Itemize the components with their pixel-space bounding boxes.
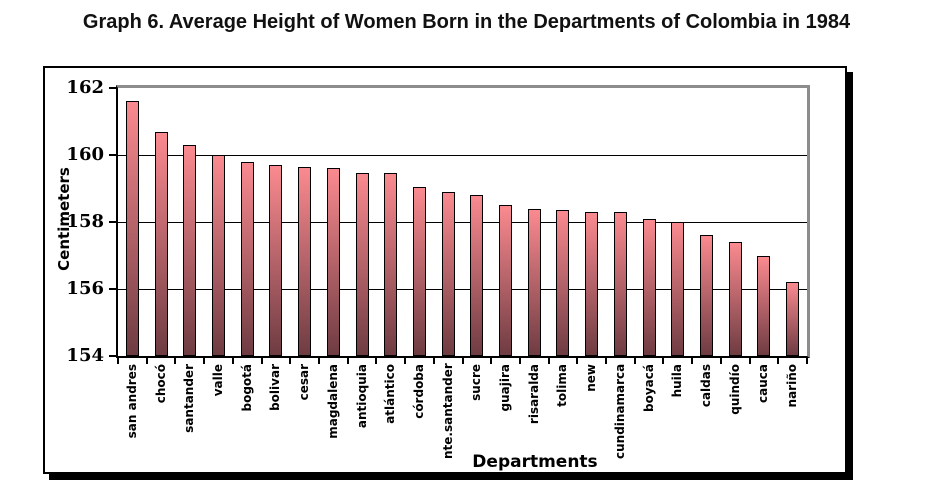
x-tick-label-santander: santander — [182, 364, 197, 433]
bar-choc- — [154, 131, 168, 356]
x-tick-9 — [375, 358, 378, 364]
chart-title: Graph 6. Average Height of Women Born in… — [82, 11, 851, 33]
bar-sucre — [470, 195, 484, 356]
x-tick-12 — [461, 358, 464, 364]
x-tick-13 — [490, 358, 493, 364]
x-tick-2 — [174, 358, 177, 364]
bar-san-andres — [125, 101, 139, 356]
x-tick-label-cundinamarca: cundinamarca — [612, 363, 627, 459]
x-tick-label-guajira: guajira — [498, 364, 513, 412]
y-tick-158 — [109, 221, 117, 223]
bar-guajira — [499, 205, 513, 356]
x-tick-18 — [633, 358, 636, 364]
bar-cauca — [757, 255, 771, 356]
y-tick-label-154: 154 — [66, 345, 104, 366]
x-tick-8 — [346, 358, 349, 364]
x-tick-19 — [662, 358, 665, 364]
bar-magdalena — [326, 168, 340, 356]
bar-antioquia — [355, 173, 369, 356]
y-tick-154 — [109, 355, 117, 357]
x-tick-label-san-andres: san andres — [124, 364, 139, 439]
bar-bolivar — [269, 165, 283, 356]
x-tick-3 — [203, 358, 206, 364]
x-tick-6 — [289, 358, 292, 364]
gridline-160 — [118, 154, 807, 156]
bar-valle — [211, 155, 225, 356]
y-tick-156 — [109, 288, 117, 290]
x-tick-label-choc-: chocó — [153, 364, 168, 404]
plot-area: 154 156 158 160 162 san andres chocó santander v… — [66, 78, 810, 459]
x-tick-label-atl-ntico: atlántico — [383, 364, 398, 424]
x-tick-label-valle: valle — [210, 364, 225, 397]
x-tick-24 — [806, 358, 808, 364]
x-tick-1 — [145, 358, 148, 364]
x-tick-label-nari-o: nariño — [785, 364, 800, 408]
x-tick-label-cauca: cauca — [756, 364, 771, 403]
x-tick-11 — [432, 358, 435, 364]
x-tick-label-new: new — [584, 364, 599, 392]
x-axis-title: Departments — [472, 452, 598, 472]
x-tick-label-caldas: caldas — [699, 364, 714, 408]
x-tick-label-boyac-: boyacá — [641, 364, 656, 412]
bar-boyac- — [642, 218, 656, 356]
bar-nte-santander — [441, 191, 455, 356]
y-tick-label-162: 162 — [66, 77, 104, 98]
x-tick-label-magdalena: magdalena — [325, 364, 340, 439]
x-tick-label-sucre: sucre — [469, 364, 484, 401]
x-tick-10 — [404, 358, 407, 364]
x-tick-4 — [231, 358, 234, 364]
bar-cesar — [298, 166, 312, 356]
x-tick-5 — [260, 358, 263, 364]
gridline-156 — [118, 288, 807, 290]
bar-new — [585, 211, 599, 356]
bar-cundinamarca — [613, 211, 627, 356]
chart-figure: Centimeters 154 156 158 160 162 san andres cho… — [43, 66, 847, 474]
y-tick-160 — [109, 154, 117, 156]
y-tick-label-158: 158 — [66, 211, 104, 232]
bar-risaralda — [527, 208, 541, 356]
bar-bogot- — [240, 161, 254, 356]
x-tick-15 — [547, 358, 550, 364]
x-tick-21 — [719, 358, 722, 364]
x-tick-label-c-rdoba: córdoba — [411, 364, 426, 419]
bar-tolima — [556, 210, 570, 356]
x-tick-20 — [691, 358, 694, 364]
x-tick-17 — [605, 358, 608, 364]
bar-nari-o — [786, 282, 800, 356]
x-tick-0 — [117, 358, 119, 364]
y-tick-162 — [109, 87, 117, 89]
x-tick-7 — [317, 358, 320, 364]
bar-quind-o — [728, 242, 742, 356]
y-tick-label-160: 160 — [66, 144, 104, 165]
x-tick-label-antioquia: antioquia — [354, 364, 369, 429]
x-tick-label-quind-o: quindío — [727, 364, 742, 415]
y-tick-label-156: 156 — [66, 278, 104, 299]
bar-atl-ntico — [384, 173, 398, 356]
bar-huila — [671, 222, 685, 356]
bar-c-rdoba — [412, 186, 426, 356]
x-tick-label-huila: huila — [670, 364, 685, 398]
x-tick-label-cesar: cesar — [297, 364, 312, 401]
x-tick-label-bolivar: bolivar — [268, 364, 283, 411]
bar-caldas — [700, 235, 714, 356]
x-tick-label-tolima: tolima — [555, 364, 570, 407]
x-tick-16 — [576, 358, 579, 364]
x-tick-label-nte-santander: nte.santander — [440, 363, 455, 459]
x-tick-label-risaralda: risaralda — [526, 364, 541, 425]
x-tick-22 — [748, 358, 751, 364]
bar-santander — [183, 144, 197, 356]
x-tick-23 — [777, 358, 780, 364]
x-tick-label-bogot-: bogotá — [239, 364, 254, 412]
x-tick-14 — [518, 358, 521, 364]
gridline-158 — [118, 221, 807, 223]
